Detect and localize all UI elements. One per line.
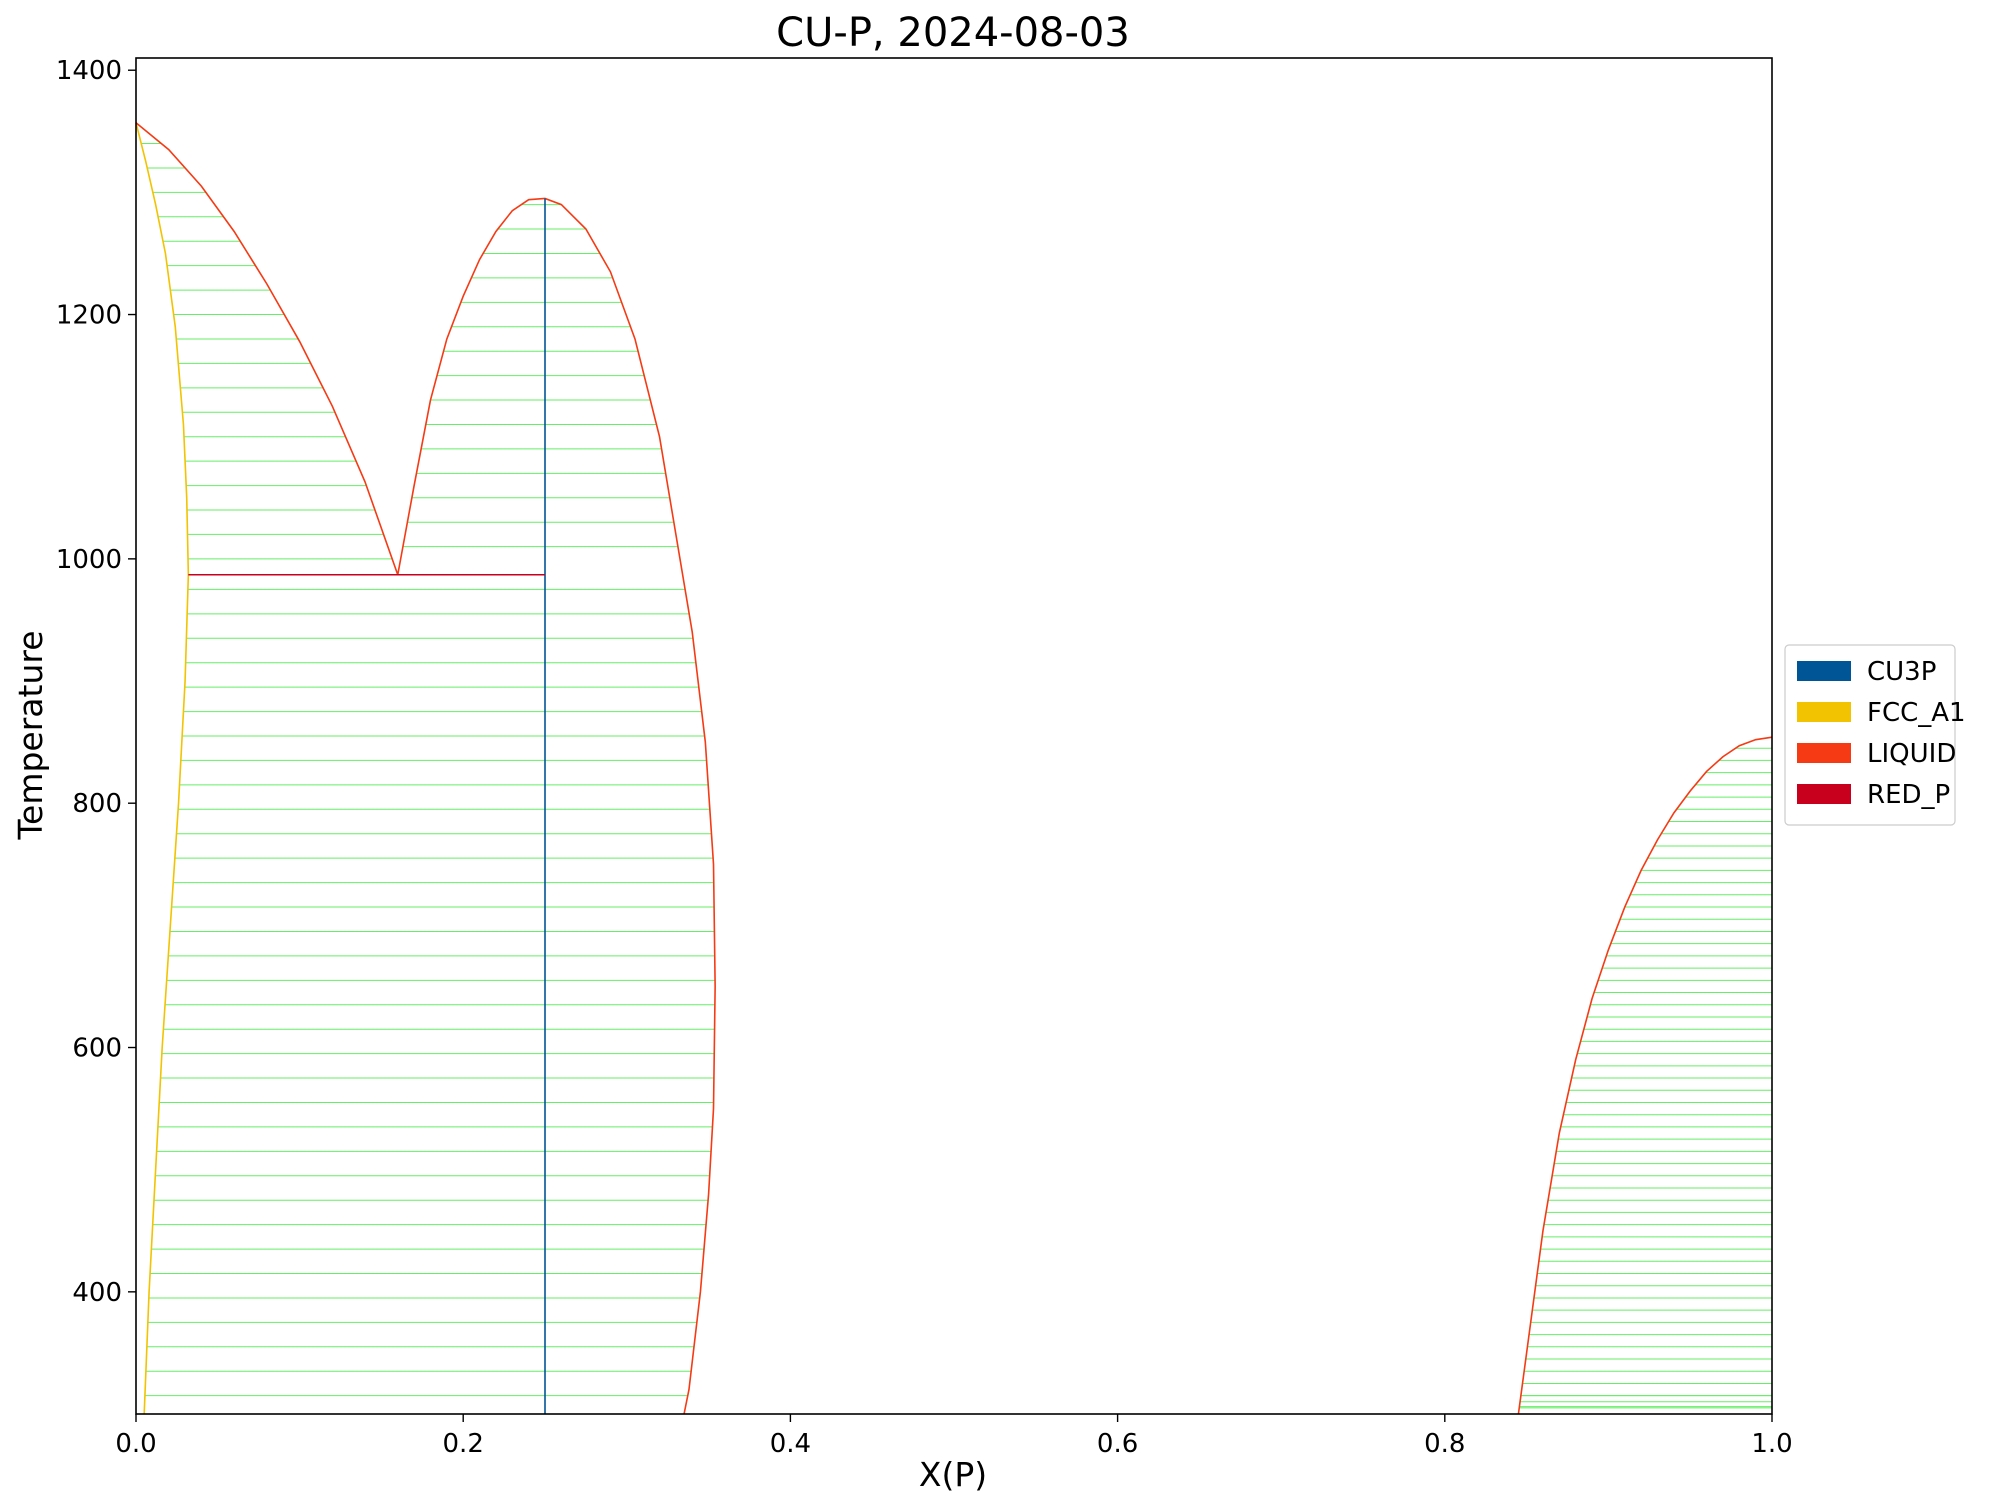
y-axis-label: Temperature [11,630,50,840]
phase-boundary-fcc_a1 [135,122,190,1415]
x-tick-label: 1.0 [1751,1429,1792,1459]
legend-label: LIQUID [1867,739,1956,769]
y-tick-label: 600 [72,1034,122,1064]
x-axis-label: X(P) [919,1455,987,1494]
legend-swatch [1797,661,1851,681]
phase-boundary-liquid [396,197,716,1415]
plot-area-frame [135,57,1773,1415]
y-axis-ticks: 400 600 800 1000 1200 1400 [56,56,136,1308]
phase-boundary-liquid [135,122,399,576]
y-tick-label: 1000 [56,545,122,575]
legend-swatch [1797,743,1851,763]
x-tick-label: 0.0 [115,1429,156,1459]
legend-swatch [1797,784,1851,804]
legend-label: CU3P [1867,657,1936,687]
legend-frame [1784,644,1956,826]
y-tick-label: 800 [72,789,122,819]
x-tick-label: 0.2 [443,1429,484,1459]
tieline-layer [141,143,1772,1409]
x-tick-label: 0.6 [1097,1429,1138,1459]
y-tick-label: 1400 [56,56,122,86]
chart-title: CU-P, 2024-08-03 [776,10,1130,56]
x-tick-label: 0.8 [1424,1429,1465,1459]
phase-boundary-layer [135,122,1773,1415]
legend-swatch [1797,702,1851,722]
x-axis-ticks: 0.0 0.2 0.4 0.6 0.8 1.0 [115,1414,1793,1459]
legend: CU3P FCC_A1 LIQUID RED_P [1784,644,1966,826]
phase-boundary-liquid [1517,736,1773,1415]
legend-label: RED_P [1867,780,1950,810]
legend-label: FCC_A1 [1867,698,1966,728]
x-tick-label: 0.4 [770,1429,811,1459]
y-tick-label: 1200 [56,301,122,331]
y-tick-label: 400 [72,1278,122,1308]
